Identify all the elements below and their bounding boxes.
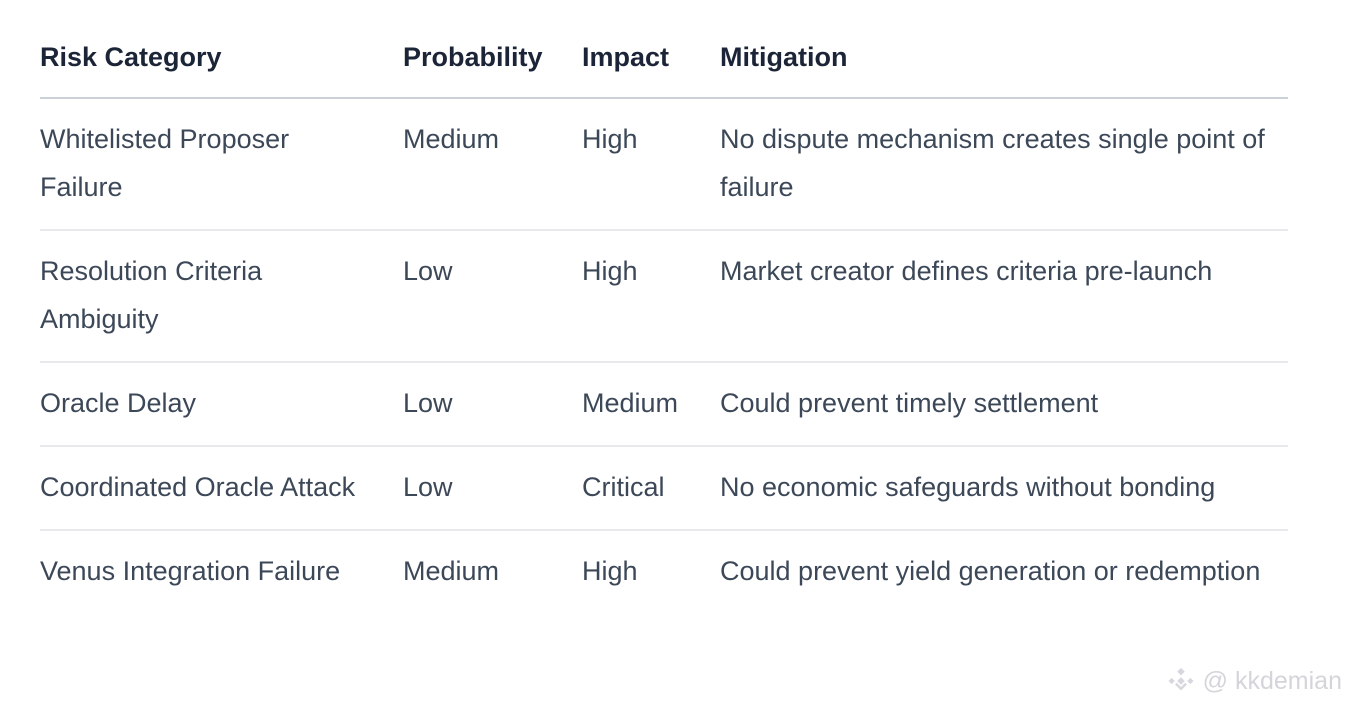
watermark: @ kkdemian xyxy=(1166,666,1342,696)
table-row: Oracle Delay Low Medium Could prevent ti… xyxy=(40,362,1288,447)
risk-category-cell: Resolution Criteria Ambiguity xyxy=(40,230,403,363)
risk-category-cell: Coordinated Oracle Attack xyxy=(40,446,403,531)
probability-cell: Low xyxy=(403,446,582,531)
column-header-impact: Impact xyxy=(582,17,720,99)
mitigation-cell: Market creator defines criteria pre-laun… xyxy=(720,230,1288,363)
mitigation-cell: Could prevent timely settlement xyxy=(720,362,1288,447)
column-header-mitigation: Mitigation xyxy=(720,17,1288,99)
column-header-risk-category: Risk Category xyxy=(40,17,403,99)
table-row: Resolution Criteria Ambiguity Low High M… xyxy=(40,230,1288,363)
watermark-text: @ kkdemian xyxy=(1202,666,1342,695)
bnb-diamond-icon xyxy=(1166,666,1196,696)
probability-cell: Medium xyxy=(403,98,582,231)
impact-cell: Medium xyxy=(582,362,720,447)
impact-cell: High xyxy=(582,98,720,231)
table-row: Coordinated Oracle Attack Low Critical N… xyxy=(40,446,1288,531)
impact-cell: Critical xyxy=(582,446,720,531)
mitigation-cell: No economic safeguards without bonding xyxy=(720,446,1288,531)
probability-cell: Low xyxy=(403,362,582,447)
risk-category-cell: Venus Integration Failure xyxy=(40,556,341,586)
impact-cell: High xyxy=(582,230,720,363)
table-row: Whitelisted Proposer Failure Medium High… xyxy=(40,98,1288,231)
impact-cell: High xyxy=(582,556,638,586)
table-header-row: Risk Category Probability Impact Mitigat… xyxy=(40,17,1288,99)
table-row: Venus Integration Failure Medium High Co… xyxy=(40,530,1288,613)
risk-table: Risk Category Probability Impact Mitigat… xyxy=(40,17,1288,613)
table-body: Whitelisted Proposer Failure Medium High… xyxy=(40,98,1288,613)
probability-cell: Low xyxy=(403,230,582,363)
risk-category-cell: Oracle Delay xyxy=(40,362,403,447)
risk-table-container: Risk Category Probability Impact Mitigat… xyxy=(40,17,1288,613)
mitigation-cell: Could prevent yield generation or redemp… xyxy=(720,556,1261,586)
probability-cell: Medium xyxy=(403,556,500,586)
mitigation-cell: No dispute mechanism creates single poin… xyxy=(720,98,1288,231)
column-header-probability: Probability xyxy=(403,17,582,99)
risk-category-cell: Whitelisted Proposer Failure xyxy=(40,98,403,231)
